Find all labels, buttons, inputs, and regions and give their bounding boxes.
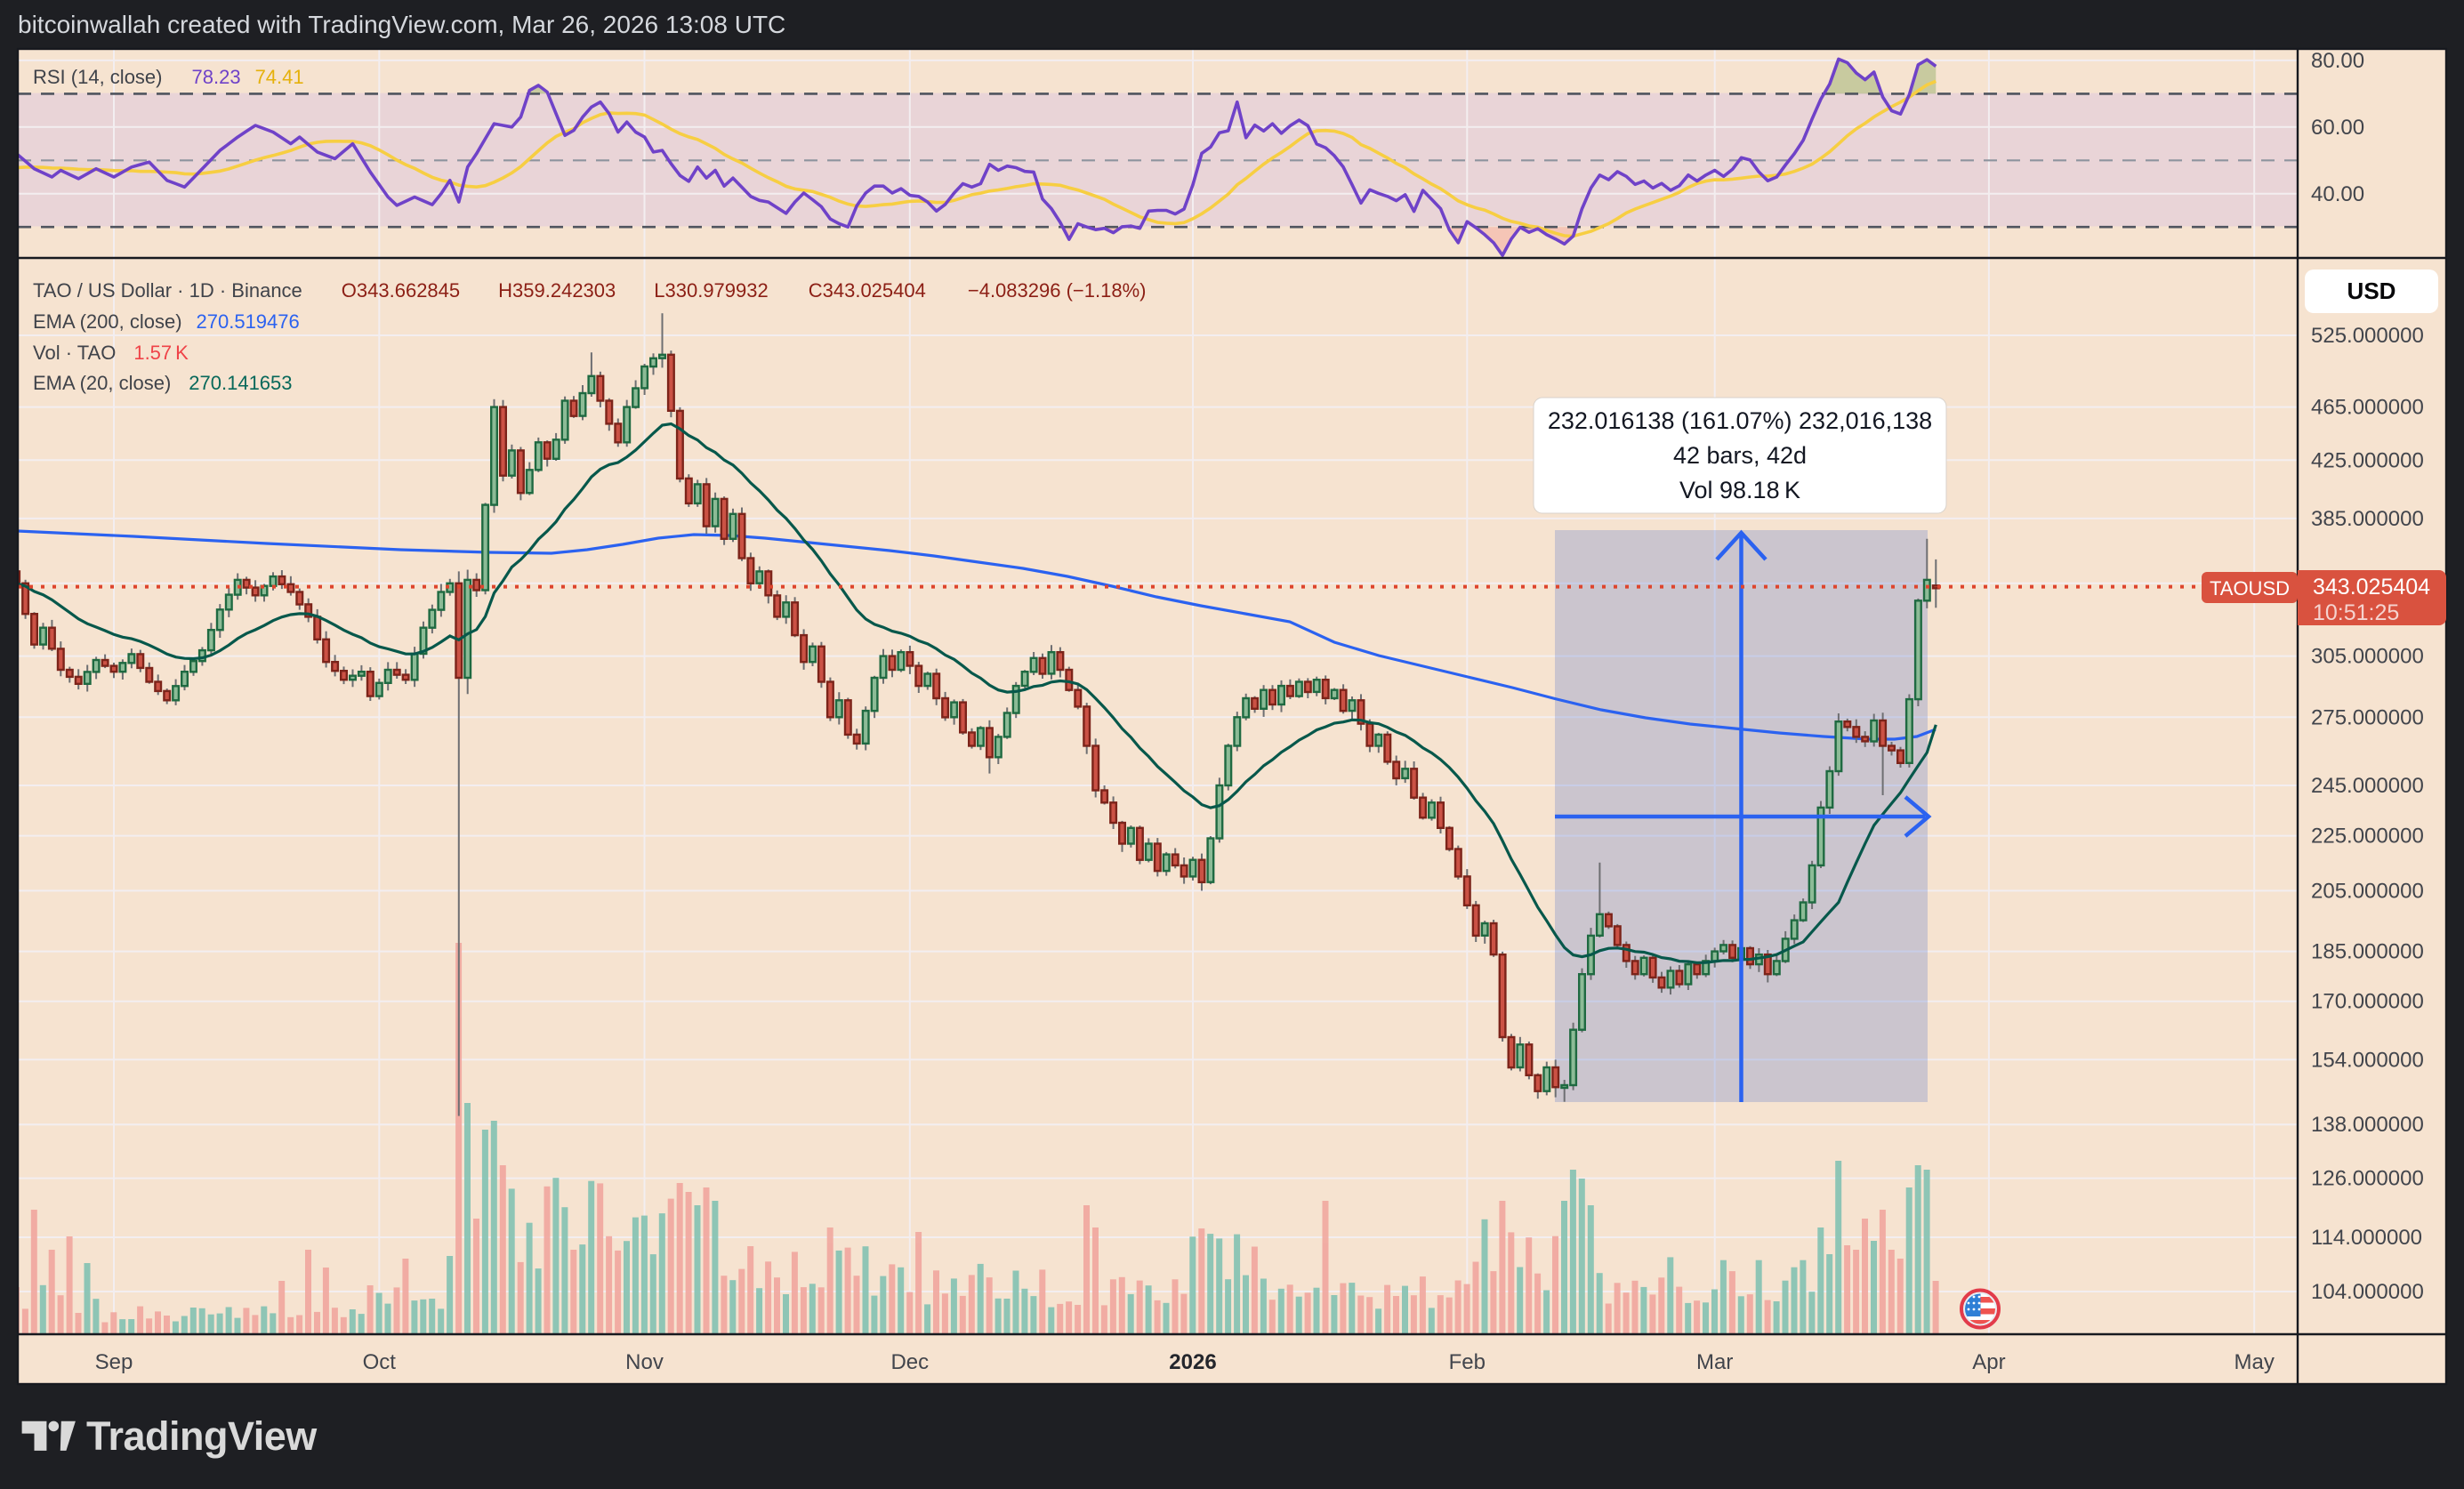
svg-text:385.000000: 385.000000 — [2311, 507, 2424, 531]
svg-text:225.000000: 225.000000 — [2311, 825, 2424, 849]
svg-text:Oct: Oct — [363, 1350, 397, 1374]
svg-text:Sep: Sep — [95, 1350, 133, 1374]
svg-text:185.000000: 185.000000 — [2311, 940, 2424, 964]
svg-text:343.025404: 343.025404 — [2313, 575, 2430, 600]
svg-text:465.000000: 465.000000 — [2311, 396, 2424, 420]
svg-text:170.000000: 170.000000 — [2311, 990, 2424, 1014]
svg-text:80.00: 80.00 — [2311, 49, 2364, 73]
svg-text:232.016138 (161.07%) 232,016,1: 232.016138 (161.07%) 232,016,138 — [1548, 407, 1932, 434]
svg-text:Feb: Feb — [1449, 1350, 1486, 1374]
svg-text:10:51:25: 10:51:25 — [2313, 600, 2399, 625]
svg-text:Vol 98.18 K: Vol 98.18 K — [1679, 477, 1800, 503]
svg-text:104.000000: 104.000000 — [2311, 1280, 2424, 1304]
svg-text:275.000000: 275.000000 — [2311, 705, 2424, 729]
svg-text:bitcoinwallah created with Tra: bitcoinwallah created with TradingView.c… — [18, 11, 785, 38]
svg-text:May: May — [2235, 1350, 2275, 1374]
svg-text:Dec: Dec — [890, 1350, 929, 1374]
svg-text:126.000000: 126.000000 — [2311, 1167, 2424, 1191]
svg-text:138.000000: 138.000000 — [2311, 1113, 2424, 1137]
svg-text:Apr: Apr — [1972, 1350, 2005, 1374]
svg-text:305.000000: 305.000000 — [2311, 645, 2424, 669]
svg-text:TradingView: TradingView — [86, 1413, 318, 1459]
svg-text:40.00: 40.00 — [2311, 182, 2364, 206]
svg-text:EMA (200, close)270.519476: EMA (200, close) 270.519476 — [33, 310, 300, 333]
svg-text:2026: 2026 — [1169, 1350, 1216, 1374]
svg-text:TAO / US Dollar · 1D · Binance: TAO / US Dollar · 1D · Binance O343.66284… — [33, 279, 1146, 302]
svg-text:154.000000: 154.000000 — [2311, 1048, 2424, 1072]
svg-text:60.00: 60.00 — [2311, 116, 2364, 140]
svg-text:EMA (20, close)270.141653: EMA (20, close) 270.141653 — [33, 372, 293, 394]
svg-text:425.000000: 425.000000 — [2311, 448, 2424, 472]
svg-text:TAOUSD: TAOUSD — [2210, 577, 2290, 600]
svg-text:Nov: Nov — [625, 1350, 664, 1374]
svg-text:525.000000: 525.000000 — [2311, 324, 2424, 348]
svg-text:42 bars, 42d: 42 bars, 42d — [1673, 442, 1807, 469]
svg-text:USD: USD — [2347, 278, 2396, 304]
svg-text:114.000000: 114.000000 — [2311, 1226, 2422, 1250]
svg-text:205.000000: 205.000000 — [2311, 879, 2424, 903]
svg-text:Mar: Mar — [1696, 1350, 1733, 1374]
svg-text:245.000000: 245.000000 — [2311, 774, 2424, 798]
